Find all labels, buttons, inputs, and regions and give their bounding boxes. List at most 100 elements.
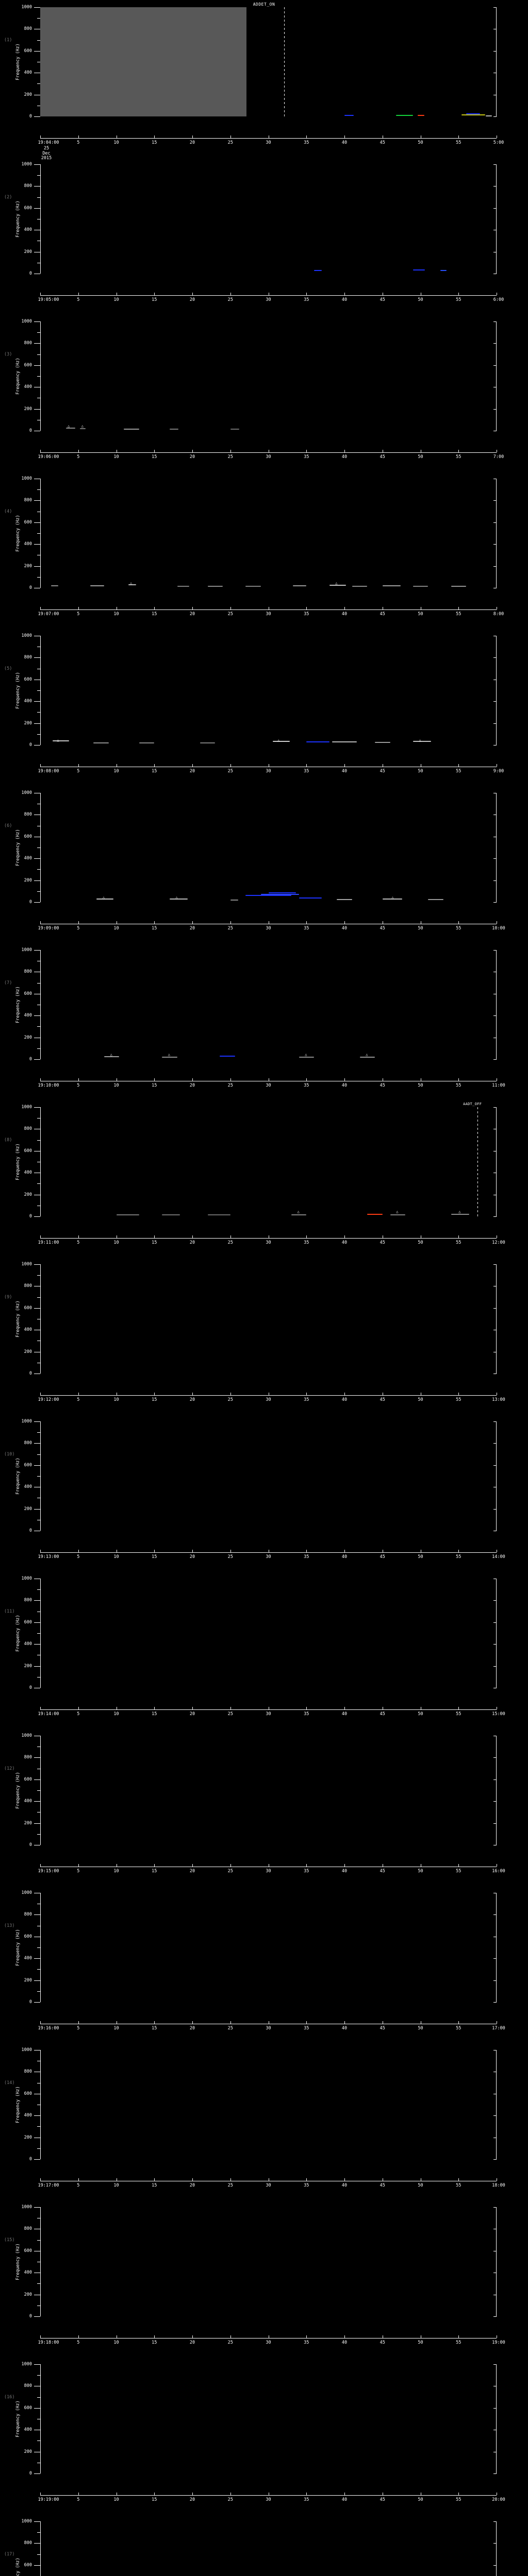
x-tick-label: 25 [227, 926, 233, 931]
x-tick-label: 10 [113, 454, 119, 460]
x-tick-label: 50 [418, 1397, 423, 1402]
y-axis-spine-left [40, 2521, 41, 2576]
y-tick-label: 400 [24, 384, 32, 390]
x-tick [40, 921, 41, 924]
spectrogram-panel: (17)Frequency (Hz)0200400600800100019:20… [0, 2519, 528, 2576]
y-tick-label: 600 [24, 362, 32, 368]
y-tick-label: 1000 [21, 1262, 32, 1267]
x-tick [192, 607, 193, 609]
y-tick-label: 0 [29, 1214, 32, 1219]
y-tick [34, 1264, 40, 1265]
x-tick-label: 30 [266, 454, 271, 460]
x-tick-label: 20 [189, 1869, 195, 1874]
x-tick [230, 1393, 231, 1395]
y-tick-right [493, 2565, 497, 2566]
y-tick-label: 200 [24, 2449, 32, 2454]
x-tick [458, 2178, 459, 2181]
spectrogram-panel: (16) Frequency (Hz) 0 200 400 600 800 1000 19:19… [0, 2362, 528, 2521]
panel-index-label: (4) [4, 509, 12, 515]
x-tick [154, 764, 155, 767]
y-minor-tick [37, 2375, 40, 2376]
y-tick [34, 2565, 40, 2566]
spectral-detection [412, 269, 425, 270]
x-tick-label: 55 [456, 1083, 461, 1088]
x-tick-label: 55 [456, 2183, 461, 2188]
x-tick-label: 45 [380, 2183, 385, 2188]
x-axis-spine [40, 452, 497, 453]
y-tick [34, 1216, 40, 1217]
x-tick-label: 45 [380, 1397, 385, 1402]
x-tick-label: 40 [341, 1397, 348, 1402]
panel-index-label: (12) [4, 1766, 15, 1772]
y-tick-label: 800 [24, 341, 32, 346]
x-tick-label: 30 [266, 1554, 271, 1560]
y-tick-label: 600 [24, 2562, 32, 2568]
y-tick-label: 0 [29, 742, 32, 748]
y-tick-right [493, 657, 497, 658]
y-minor-tick [37, 332, 40, 333]
x-tick-label: 25 [227, 2497, 233, 2502]
x-tick [154, 2021, 155, 2024]
y-tick-right [493, 500, 497, 501]
x-tick-label: 5 [77, 1240, 80, 1245]
y-tick-right [493, 1914, 497, 1916]
y-axis-spine-left [40, 636, 41, 745]
y-tick-right [493, 2521, 497, 2522]
y-tick-right [493, 1801, 497, 1802]
y-tick-label: 200 [24, 2292, 32, 2297]
x-tick [230, 607, 231, 609]
x-tick-label: 25 [227, 769, 233, 774]
y-tick-right [493, 2364, 497, 2365]
y-tick [34, 858, 40, 859]
x-tick-label: 50 [418, 140, 423, 145]
spectral-detection [461, 114, 485, 116]
y-tick-label: 400 [24, 541, 32, 547]
x-tick-label: 30 [266, 769, 271, 774]
x-tick-label: 35 [304, 1397, 309, 1402]
x-tick-label: 35 [304, 769, 309, 774]
x-tick [78, 2493, 79, 2495]
y-tick-right [493, 2115, 497, 2116]
y-tick-label: 200 [24, 720, 32, 726]
y-minor-tick [37, 1275, 40, 1276]
x-tick-label: 45 [380, 612, 385, 617]
y-tick-label: 600 [24, 1619, 32, 1625]
x-tick [458, 921, 459, 924]
y-tick-label: 0 [29, 1685, 32, 1690]
x-tick-label: 25 [227, 140, 233, 145]
y-tick [34, 1622, 40, 1623]
y-minor-tick [37, 1454, 40, 1455]
x-tick-label: 45 [380, 1869, 385, 1874]
x-tick [230, 1864, 231, 1867]
x-tick-label: 25 [227, 1869, 233, 1874]
y-tick-label: 600 [24, 1776, 32, 1782]
spectrogram-panel: (10) Frequency (Hz) 0 200 400 600 800 1000 19:13… [0, 1419, 528, 1579]
event-marker-line [284, 7, 285, 116]
y-axis-spine-left [40, 1893, 41, 2002]
spectral-detection [375, 742, 390, 743]
plot-area [40, 950, 497, 1059]
x-axis-end-label: 20:00 [492, 2497, 505, 2502]
y-tick-label: 0 [29, 1371, 32, 1376]
spectral-detection [273, 740, 290, 742]
x-tick [230, 450, 231, 452]
y-tick [34, 2364, 40, 2365]
x-tick [344, 450, 345, 452]
y-tick-right [493, 1107, 497, 1108]
x-tick-label: 25 [227, 2183, 233, 2188]
y-tick-right [493, 116, 497, 117]
y-tick-label: 200 [24, 1663, 32, 1669]
x-tick [78, 1707, 79, 1709]
plot-area [40, 1736, 497, 1845]
spectral-detection [169, 429, 179, 430]
spectral-detection [299, 897, 322, 899]
x-tick [306, 2335, 307, 2338]
spectrogram-panel: (8) Frequency (Hz) 0 200 400 600 800 1000 AADT_O… [0, 1102, 528, 1264]
x-tick-label: 40 [341, 2183, 348, 2188]
x-tick-label: 45 [380, 2026, 385, 2031]
x-tick-label: 10 [113, 2340, 119, 2345]
y-tick-label: 800 [24, 1283, 32, 1289]
x-tick [344, 764, 345, 767]
spectral-detection [344, 115, 354, 116]
x-tick-label: 15 [152, 1240, 157, 1245]
